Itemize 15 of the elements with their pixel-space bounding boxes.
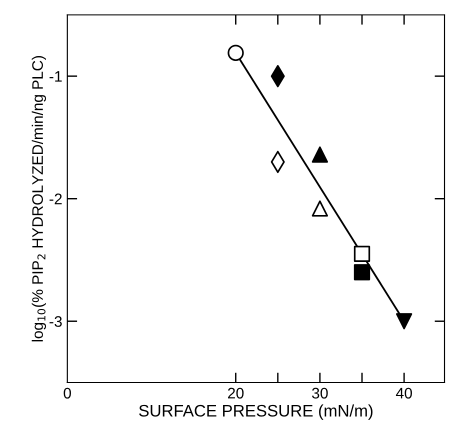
point: [312, 146, 328, 163]
x-tick-label: 30: [312, 388, 328, 399]
x-tick-label: 40: [396, 388, 412, 399]
x-tick-label: 0: [64, 388, 71, 399]
y-tick-label: -1: [50, 71, 62, 82]
point: [354, 246, 370, 262]
point: [396, 313, 412, 330]
point: [228, 44, 244, 61]
x-tick-label: 20: [228, 388, 244, 399]
y-tick-label: -3: [50, 316, 62, 327]
point: [354, 264, 370, 280]
x-axis-title: SURFACE PRESSURE (mN/m): [139, 404, 372, 420]
y-tick-label: -2: [50, 194, 62, 204]
point: [312, 200, 328, 217]
y-axis-title: log$_{10}$(% PIP$_{2}$ HYDROLYZED/min/ng PLC): [32, 56, 46, 342]
